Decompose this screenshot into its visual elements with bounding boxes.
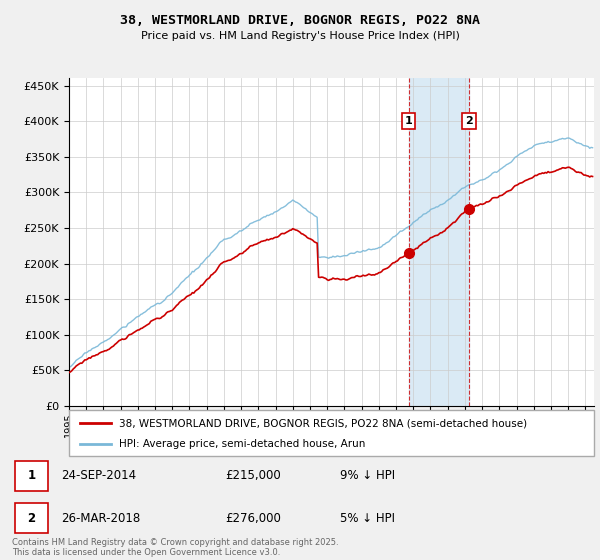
Text: 26-MAR-2018: 26-MAR-2018 <box>61 512 140 525</box>
Text: 5% ↓ HPI: 5% ↓ HPI <box>340 512 395 525</box>
FancyBboxPatch shape <box>15 461 48 491</box>
Text: 1: 1 <box>28 469 35 482</box>
Text: 38, WESTMORLAND DRIVE, BOGNOR REGIS, PO22 8NA: 38, WESTMORLAND DRIVE, BOGNOR REGIS, PO2… <box>120 14 480 27</box>
Text: 2: 2 <box>465 116 473 126</box>
FancyBboxPatch shape <box>15 503 48 533</box>
Text: £276,000: £276,000 <box>225 512 281 525</box>
Text: Price paid vs. HM Land Registry's House Price Index (HPI): Price paid vs. HM Land Registry's House … <box>140 31 460 41</box>
Text: 2: 2 <box>28 512 35 525</box>
Text: HPI: Average price, semi-detached house, Arun: HPI: Average price, semi-detached house,… <box>119 438 365 449</box>
Text: 9% ↓ HPI: 9% ↓ HPI <box>340 469 395 482</box>
Text: 1: 1 <box>405 116 412 126</box>
Bar <box>409 78 469 406</box>
Text: £215,000: £215,000 <box>225 469 281 482</box>
Text: 24-SEP-2014: 24-SEP-2014 <box>61 469 136 482</box>
Text: 38, WESTMORLAND DRIVE, BOGNOR REGIS, PO22 8NA (semi-detached house): 38, WESTMORLAND DRIVE, BOGNOR REGIS, PO2… <box>119 418 527 428</box>
Text: Contains HM Land Registry data © Crown copyright and database right 2025.
This d: Contains HM Land Registry data © Crown c… <box>12 538 338 557</box>
